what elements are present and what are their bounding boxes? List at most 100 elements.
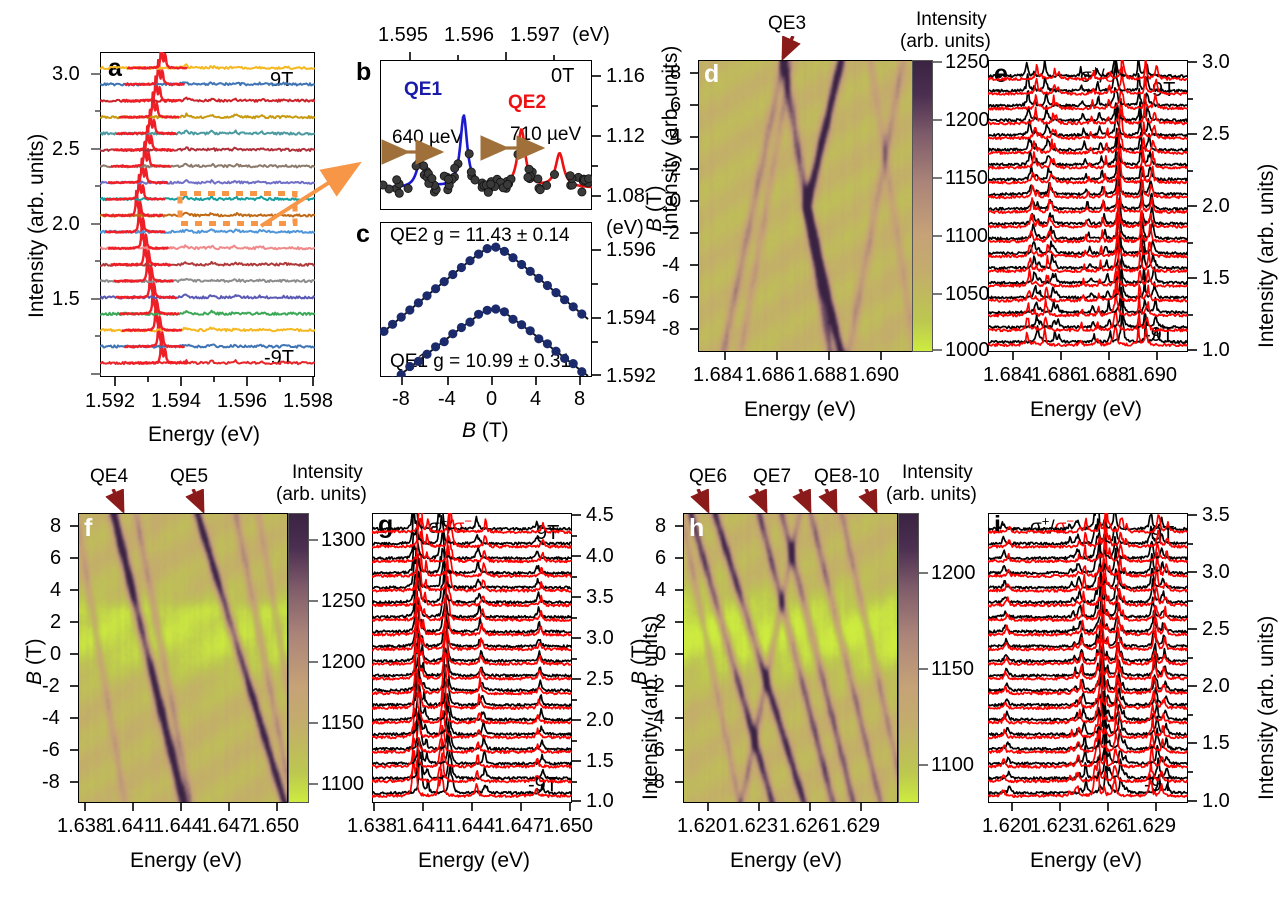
panel-d-cbtick-1000: 1000 (945, 339, 990, 361)
panel-c-yunit: (eV) (606, 217, 644, 239)
panel-e-ytick-marks (1188, 61, 1197, 351)
panel-h-xtick-1.629: 1.629 (830, 815, 881, 837)
panel-b-data-point (427, 174, 437, 184)
panel-h-ytick-6: 6 (655, 547, 667, 569)
panel-h-ytick--4: -4 (647, 707, 665, 729)
panel-b-data-point (444, 174, 454, 184)
panel-f-annotation-qe4: QE4 (90, 466, 129, 487)
panel-c-data-point (456, 322, 466, 333)
panel-e-ytick-3.0: 3.0 (1202, 51, 1230, 73)
panel-f-annotation-qe5: QE5 (170, 466, 209, 487)
panel-a-ytick-2.5: 2.5 (52, 138, 80, 160)
panel-d-qe3-arrow-icon (781, 36, 801, 62)
panel-d-ytick-marks (690, 72, 698, 330)
panel-c-data-point (474, 249, 484, 259)
panel-f-colorbar-title2: (arb. units) (276, 484, 367, 505)
panel-b-ytick-1.12: 1.12 (606, 125, 645, 147)
panel-d-ytick--6: -6 (662, 286, 680, 308)
panel-g-xtick-marks (373, 803, 571, 811)
panel-b-data-point (565, 171, 575, 181)
panel-e-ytick-1.5: 1.5 (1202, 267, 1230, 289)
panel-f-ytick-4: 4 (50, 579, 62, 601)
panel-b-data-point (466, 167, 476, 177)
panel-c-qe2-gfactor: QE2 g = 11.43 ± 0.14 (390, 225, 570, 246)
panel-i-ytick-2.5: 2.5 (1202, 618, 1230, 640)
panel-d-ytick-6: 6 (670, 94, 682, 116)
panel-d-xtick-1.688: 1.688 (797, 364, 848, 386)
panel-d-ytick-0: 0 (670, 190, 682, 212)
panel-a-canvas (100, 52, 315, 366)
panel-f-arrows (105, 489, 205, 515)
panel-i-ytick-1.0: 1.0 (1202, 790, 1230, 812)
panel-g-ytick-3.0: 3.0 (586, 627, 614, 649)
panel-a-xlabel: Energy (eV) (148, 423, 261, 446)
panel-b-data-point (470, 175, 480, 185)
panel-c-ytick-1.592: 1.592 (606, 365, 657, 387)
panel-a-ylabel: Intensity (arb. units) (25, 133, 48, 318)
panel-c-data-point (405, 305, 415, 315)
qe10-arrow-icon (858, 489, 878, 515)
panel-e-ytick-2.0: 2.0 (1202, 195, 1230, 217)
panel-g-xtick-1.650: 1.650 (543, 815, 594, 837)
panel-c-data-point (568, 302, 578, 312)
panel-c-data-point (491, 304, 501, 314)
panel-c-ytick-1.594: 1.594 (606, 307, 657, 329)
qe5-arrow-icon (185, 489, 205, 515)
panel-i-xlabel: Energy (eV) (1030, 849, 1143, 872)
panel-c-data-point (380, 326, 389, 336)
panel-d-ytick--8: -8 (662, 318, 680, 340)
panel-b-letter: b (356, 58, 372, 86)
panel-a-ytick-3.0: 3.0 (52, 63, 80, 85)
panel-c-data-point (551, 346, 561, 356)
panel-a-letter: a (108, 54, 122, 82)
panel-e-xtick-marks (1012, 352, 1158, 360)
panel-c-xtick--4: -4 (438, 388, 456, 410)
panel-g-ytick-1.0: 1.0 (586, 790, 614, 812)
panel-c-data-point (413, 298, 423, 308)
panel-a-xtick-1.596: 1.596 (217, 390, 268, 412)
panel-i-xtick-1.629: 1.629 (1126, 815, 1177, 837)
panel-i-ylabel: Intensity (arb. units) (1255, 615, 1278, 800)
panel-d-cbtick-1150: 1150 (945, 167, 989, 189)
panel-d-ylabel: B (T) (643, 185, 666, 232)
panel-c-data-point (405, 361, 415, 372)
panel-c-data-point (517, 320, 527, 330)
panel-b-data-point (380, 180, 388, 190)
panel-f-xtick-1.650: 1.650 (249, 815, 300, 837)
panel-i-ytick-1.5: 1.5 (1202, 732, 1230, 754)
panel-g-sigma-minus: σ− (452, 514, 472, 539)
panel-d-xtick-1.690: 1.690 (849, 364, 900, 386)
panel-b-data-point (483, 187, 493, 197)
panel-b-qe2-label: QE2 (508, 92, 547, 113)
panel-d-cbtick-1250: 1250 (945, 51, 990, 73)
panel-h-cbtick-1150: 1150 (931, 658, 975, 680)
panel-e-ylabel: Intensity (arb. units) (1255, 163, 1278, 348)
panel-c-data-point (499, 307, 509, 317)
panel-f-ytick--2: -2 (42, 675, 60, 697)
panel-d-heatmap (698, 60, 913, 352)
panel-f-heatmap (78, 513, 288, 803)
panel-g-ytick-1.5: 1.5 (586, 750, 614, 772)
panel-f-colorbar-title1: Intensity (292, 462, 363, 483)
panel-b-data-point (523, 172, 533, 182)
panel-g-xtick-1.644: 1.644 (445, 815, 496, 837)
panel-b-ytick-1.08: 1.08 (606, 185, 645, 207)
panel-c-data-point (551, 288, 561, 298)
panel-e-xlabel: Energy (eV) (1030, 398, 1143, 421)
panel-f-ytick--4: -4 (42, 707, 60, 729)
panel-f-xlabel: Energy (eV) (130, 849, 243, 872)
panel-c-data-point (525, 266, 535, 276)
panel-d-xtick-marks (724, 352, 882, 360)
panel-c-data-point (465, 317, 475, 327)
panel-b-ytick-1.16: 1.16 (606, 65, 645, 87)
panel-f-ytick-8: 8 (50, 515, 62, 537)
panel-h-xtick-1.626: 1.626 (779, 815, 830, 837)
panel-c-data-point (456, 262, 466, 273)
panel-i-xtick-1.626: 1.626 (1078, 815, 1129, 837)
panel-a-ytick-marks (91, 73, 101, 375)
panel-c-data-point (534, 334, 544, 344)
panel-g-ytick-3.5: 3.5 (586, 586, 614, 608)
panel-e-xtick-1.686: 1.686 (1031, 364, 1082, 386)
panel-d-xlabel: Energy (eV) (744, 398, 857, 421)
panel-b-data-point (419, 161, 429, 171)
